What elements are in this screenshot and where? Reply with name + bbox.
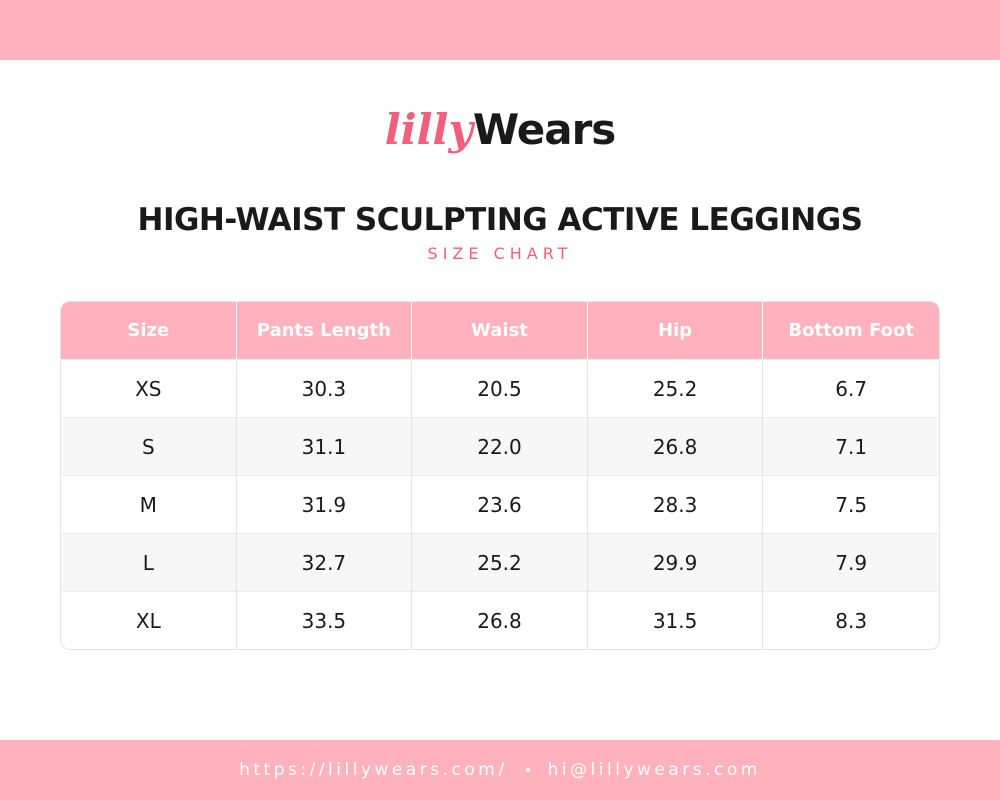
table-cell: 31.5	[587, 591, 764, 649]
size-table: Size Pants Length Waist Hip Bottom Foot XS 30.…	[60, 301, 940, 650]
top-band	[0, 0, 1000, 60]
table-cell: 25.2	[587, 359, 764, 417]
table-cell: 20.5	[412, 359, 588, 417]
table-row: XL 33.5 26.8 31.5 8.3	[61, 591, 939, 649]
logo-part: lilly	[384, 105, 473, 154]
table-cell: 22.0	[412, 417, 588, 475]
table-cell: 29.9	[587, 533, 764, 591]
table-cell: 26.8	[412, 591, 588, 649]
table-row: L 32.7 25.2 29.9 7.9	[61, 533, 939, 591]
column-header: Waist	[412, 302, 588, 359]
subtitle: SIZE CHART	[427, 244, 573, 263]
table-cell: 6.7	[763, 359, 939, 417]
table-cell: XL	[61, 591, 237, 649]
table-cell: 7.5	[763, 475, 939, 533]
table-cell: 28.3	[587, 475, 764, 533]
column-header: Pants Length	[236, 302, 413, 359]
table-body: XS 30.3 20.5 25.2 6.7 S 31.1 22.0 26.8 7.1 M 31.9 23…	[61, 359, 939, 649]
logo-part: Wears	[472, 105, 616, 154]
separator	[525, 768, 530, 772]
table-cell: 26.8	[587, 417, 764, 475]
table-cell: 7.1	[763, 417, 939, 475]
table-cell: L	[61, 533, 237, 591]
title: HIGH-WAIST SCULPTING ACTIVE LEGGINGS	[137, 202, 863, 238]
table-cell: 31.9	[236, 475, 413, 533]
column-header: Hip	[587, 302, 764, 359]
table-cell: 31.1	[236, 417, 413, 475]
table-cell: 23.6	[412, 475, 588, 533]
table-cell: M	[61, 475, 237, 533]
table-cell: S	[61, 417, 237, 475]
footer: https://lillywears.com/ hi@lillywears.co…	[0, 740, 1000, 800]
table-cell: 8.3	[763, 591, 939, 649]
table-cell: 30.3	[236, 359, 413, 417]
column-header: Size	[61, 302, 237, 359]
footer-url[interactable]: https://lillywears.com/	[239, 760, 508, 780]
table-row: M 31.9 23.6 28.3 7.5	[61, 475, 939, 533]
header-row: Size Pants Length Waist Hip Bottom Foot	[61, 302, 939, 359]
table-cell: 7.9	[763, 533, 939, 591]
table-cell: 33.5	[236, 591, 413, 649]
footer-email[interactable]: hi@lillywears.com	[547, 760, 761, 780]
table-cell: 25.2	[412, 533, 588, 591]
table-row: XS 30.3 20.5 25.2 6.7	[61, 359, 939, 417]
column-header: Bottom Foot	[763, 302, 939, 359]
table-cell: 32.7	[236, 533, 413, 591]
table-row: S 31.1 22.0 26.8 7.1	[61, 417, 939, 475]
table-cell: XS	[61, 359, 237, 417]
logo: lillyWears	[0, 100, 1000, 160]
